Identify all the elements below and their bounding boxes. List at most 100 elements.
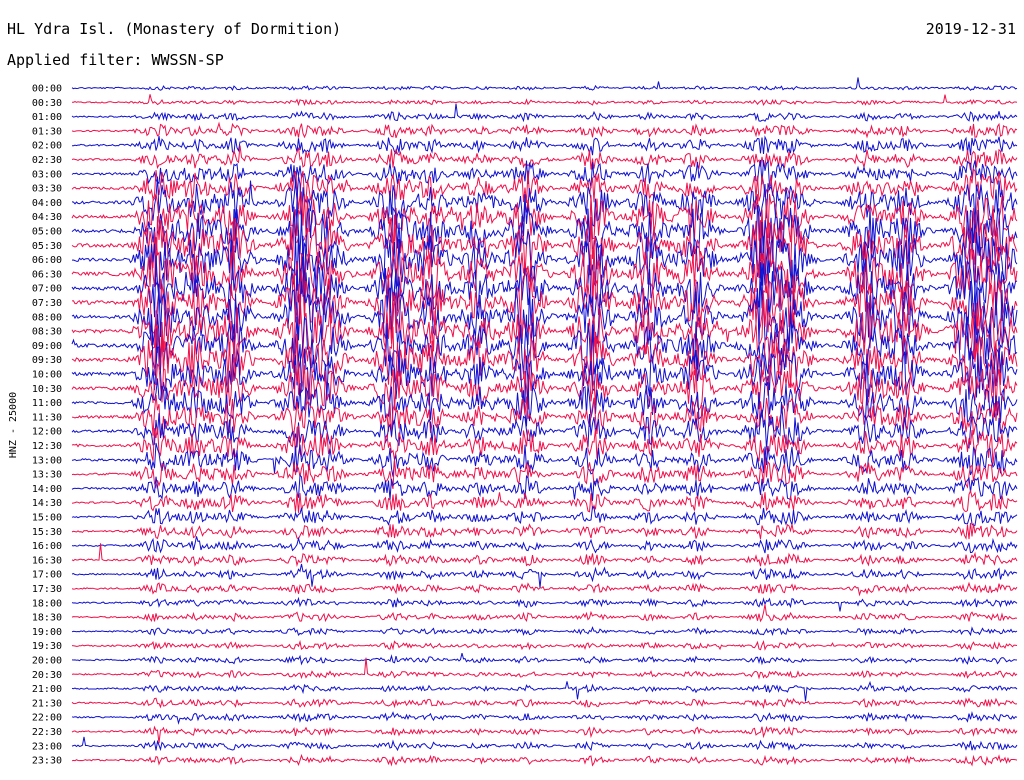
time-tick-label: 05:00 — [32, 227, 62, 238]
trace-row — [71, 626, 1018, 637]
trace-row — [71, 176, 1018, 228]
trace-row — [71, 604, 1018, 623]
channel-label: HNZ - 25000 — [8, 392, 19, 458]
trace-row — [71, 159, 1018, 189]
time-tick-label: 16:00 — [32, 541, 62, 552]
trace-row — [71, 563, 1018, 588]
trace-row — [71, 489, 1018, 513]
time-tick-label: 20:00 — [32, 656, 62, 667]
time-tick-label: 04:00 — [32, 198, 62, 209]
trace-row — [71, 639, 1018, 651]
time-tick-label: 23:30 — [32, 756, 62, 767]
trace-row — [71, 395, 1018, 438]
time-tick-label: 09:00 — [32, 341, 62, 352]
time-tick-label: 16:30 — [32, 555, 62, 566]
time-tick-label: 01:30 — [32, 126, 62, 137]
trace-row — [71, 401, 1018, 449]
time-tick-label: 08:30 — [32, 327, 62, 338]
time-tick-label: 12:00 — [32, 427, 62, 438]
time-tick-label: 03:00 — [32, 169, 62, 180]
time-tick-label: 23:00 — [32, 741, 62, 752]
trace-row — [71, 536, 1018, 554]
trace-row — [71, 736, 1018, 752]
time-tick-label: 02:00 — [32, 141, 62, 152]
time-tick-label: 22:30 — [32, 727, 62, 738]
trace-row — [71, 145, 1018, 171]
time-tick-label: 10:00 — [32, 370, 62, 381]
time-tick-label: 15:30 — [32, 527, 62, 538]
trace-row — [71, 167, 1018, 210]
station-title: HL Ydra Isl. (Monastery of Dormition) — [7, 20, 342, 38]
time-tick-label: 18:30 — [32, 613, 62, 624]
time-tick-label: 13:00 — [32, 455, 62, 466]
time-tick-label: 06:00 — [32, 255, 62, 266]
trace-row — [71, 697, 1018, 710]
time-tick-label: 00:00 — [32, 84, 62, 95]
time-tick-label: 11:00 — [32, 398, 62, 409]
time-tick-label: 21:00 — [32, 684, 62, 695]
time-tick-label: 11:30 — [32, 412, 62, 423]
time-tick-label: 07:00 — [32, 284, 62, 295]
time-tick-label: 13:30 — [32, 470, 62, 481]
trace-row — [71, 191, 1018, 245]
trace-row — [71, 581, 1018, 597]
time-tick-label: 20:30 — [32, 670, 62, 681]
trace-row — [71, 459, 1018, 490]
time-tick-label: 07:30 — [32, 298, 62, 309]
time-tick-label: 01:00 — [32, 112, 62, 123]
trace-row — [71, 474, 1018, 501]
trace-row — [71, 378, 1018, 427]
trace-row — [71, 280, 1018, 348]
time-tick-label: 09:30 — [32, 355, 62, 366]
time-tick-label: 03:30 — [32, 184, 62, 195]
trace-row — [71, 325, 1018, 395]
filter-label: Applied filter: WWSSN-SP — [7, 51, 224, 69]
trace-row — [71, 652, 1018, 666]
time-tick-label: 21:30 — [32, 698, 62, 709]
trace-row — [71, 596, 1018, 612]
time-tick-label: 19:00 — [32, 627, 62, 638]
time-tick-label: 15:00 — [32, 513, 62, 524]
trace-row — [71, 344, 1018, 403]
trace-layer — [71, 77, 1018, 767]
time-tick-label: 22:00 — [32, 713, 62, 724]
time-tick-layer: 00:00 00:30 01:00 01:30 02:00 02:30 03:00 03:30… — [32, 84, 62, 767]
trace-row — [71, 753, 1018, 767]
trace-row — [71, 255, 1018, 320]
trace-row — [71, 680, 1018, 702]
time-tick-label: 00:30 — [32, 98, 62, 109]
time-tick-label: 06:30 — [32, 269, 62, 280]
trace-row — [71, 711, 1018, 725]
time-tick-label: 12:30 — [32, 441, 62, 452]
trace-row — [71, 227, 1018, 294]
time-tick-label: 17:00 — [32, 570, 62, 581]
time-tick-label: 04:30 — [32, 212, 62, 223]
trace-row — [71, 657, 1018, 680]
time-tick-label: 05:30 — [32, 241, 62, 252]
trace-row — [71, 442, 1018, 477]
trace-row — [71, 314, 1018, 376]
time-tick-label: 10:30 — [32, 384, 62, 395]
time-tick-label: 02:30 — [32, 155, 62, 166]
trace-row — [71, 357, 1018, 412]
trace-row — [71, 77, 1018, 91]
trace-row — [71, 214, 1018, 278]
trace-row — [71, 121, 1018, 139]
trace-row — [71, 522, 1018, 540]
date-label: 2019-12-31 — [925, 20, 1016, 38]
time-tick-label: 08:00 — [32, 312, 62, 323]
trace-row — [71, 725, 1018, 744]
trace-row — [71, 293, 1018, 360]
time-tick-label: 14:00 — [32, 484, 62, 495]
trace-row — [71, 506, 1018, 527]
time-tick-label: 19:30 — [32, 641, 62, 652]
time-tick-label: 17:30 — [32, 584, 62, 595]
trace-row — [71, 543, 1018, 567]
trace-row — [71, 103, 1018, 123]
trace-row — [71, 199, 1018, 261]
time-tick-label: 14:30 — [32, 498, 62, 509]
trace-row — [71, 425, 1018, 465]
trace-row — [72, 135, 1018, 156]
trace-row — [72, 94, 1018, 107]
